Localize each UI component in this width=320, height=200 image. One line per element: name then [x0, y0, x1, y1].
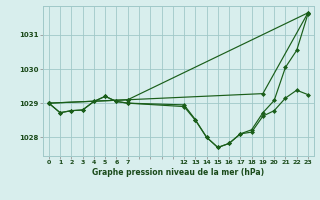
- X-axis label: Graphe pression niveau de la mer (hPa): Graphe pression niveau de la mer (hPa): [92, 168, 264, 177]
